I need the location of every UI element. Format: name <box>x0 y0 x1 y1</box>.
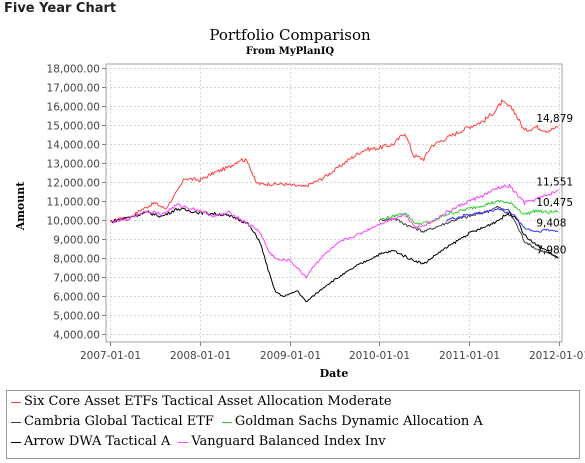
legend-label: Six Core Asset ETFs Tactical Asset Alloc… <box>24 394 392 409</box>
series-end-label: 9,408 <box>536 217 566 229</box>
legend-row: Six Core Asset ETFs Tactical Asset Alloc… <box>11 394 400 409</box>
series-line <box>378 200 559 226</box>
y-tick-label: 10,000.00 <box>47 216 100 228</box>
series-line <box>445 207 559 233</box>
y-tick-label: 6,000.00 <box>53 292 100 304</box>
legend-row: Arrow DWA Tactical A Vanguard Balanced In… <box>11 434 394 449</box>
plot-area <box>105 63 563 343</box>
y-tick-label: 9,000.00 <box>53 235 100 247</box>
y-tick-label: 16,000.00 <box>47 102 100 114</box>
y-tick-label: 12,000.00 <box>47 178 100 190</box>
y-tick-label: 5,000.00 <box>53 311 100 323</box>
legend-swatch <box>11 402 21 403</box>
series-line <box>109 183 559 279</box>
x-tick-label: 2009-01-01 <box>260 350 321 362</box>
y-tick-label: 13,000.00 <box>47 159 100 171</box>
y-tick-label: 15,000.00 <box>47 121 100 133</box>
legend-label: Arrow DWA Tactical A <box>24 434 171 449</box>
series-end-label: 11,551 <box>536 177 573 189</box>
series-line <box>110 207 559 303</box>
page-heading: Five Year Chart <box>4 1 117 16</box>
x-axis-label: Date <box>320 367 349 380</box>
legend-swatch <box>11 442 21 443</box>
series-end-label: 10,475 <box>536 197 573 209</box>
x-tick-label: 2011-01-01 <box>439 350 500 362</box>
legend-label: Vanguard Balanced Index Inv <box>191 434 386 449</box>
legend-swatch <box>221 422 232 423</box>
legend-label: Goldman Sachs Dynamic Allocation A <box>234 414 483 429</box>
chart-subtitle: From MyPlanIQ <box>246 46 335 57</box>
legend-item: Arrow DWA Tactical A <box>11 434 170 449</box>
legend-item: Six Core Asset ETFs Tactical Asset Alloc… <box>11 394 392 409</box>
series-end-label: 14,879 <box>536 113 573 125</box>
x-tick-label: 2012-01-01 <box>529 350 585 362</box>
chart-title: Portfolio Comparison <box>209 26 371 44</box>
legend: Six Core Asset ETFs Tactical Asset Alloc… <box>6 390 580 459</box>
portfolio-line-chart: Portfolio Comparison From MyPlanIQ Date … <box>14 26 585 380</box>
y-tick-label: 4,000.00 <box>53 330 100 342</box>
legend-label: Cambria Global Tactical ETF <box>24 414 214 429</box>
y-axis-label: Amount <box>14 181 27 232</box>
x-tick-label: 2008-01-01 <box>170 350 231 362</box>
y-tick-label: 11,000.00 <box>47 197 100 209</box>
series-line <box>109 99 559 223</box>
x-tick-label: 2010-01-01 <box>349 350 410 362</box>
y-tick-label: 7,000.00 <box>53 273 100 285</box>
series-end-label: 7,980 <box>536 245 566 257</box>
legend-row: Cambria Global Tactical ETF Goldman Sachs… <box>11 414 491 429</box>
legend-swatch <box>11 422 21 423</box>
legend-item: Goldman Sachs Dynamic Allocation A <box>221 414 483 429</box>
y-tick-label: 14,000.00 <box>47 140 100 152</box>
legend-item: Vanguard Balanced Index Inv <box>178 434 386 449</box>
y-tick-label: 8,000.00 <box>53 254 100 266</box>
y-tick-label: 18,000.00 <box>47 64 100 76</box>
y-tick-label: 17,000.00 <box>47 83 100 95</box>
legend-item: Cambria Global Tactical ETF <box>11 414 214 429</box>
x-tick-label: 2007-01-01 <box>80 350 141 362</box>
legend-swatch <box>178 442 189 443</box>
